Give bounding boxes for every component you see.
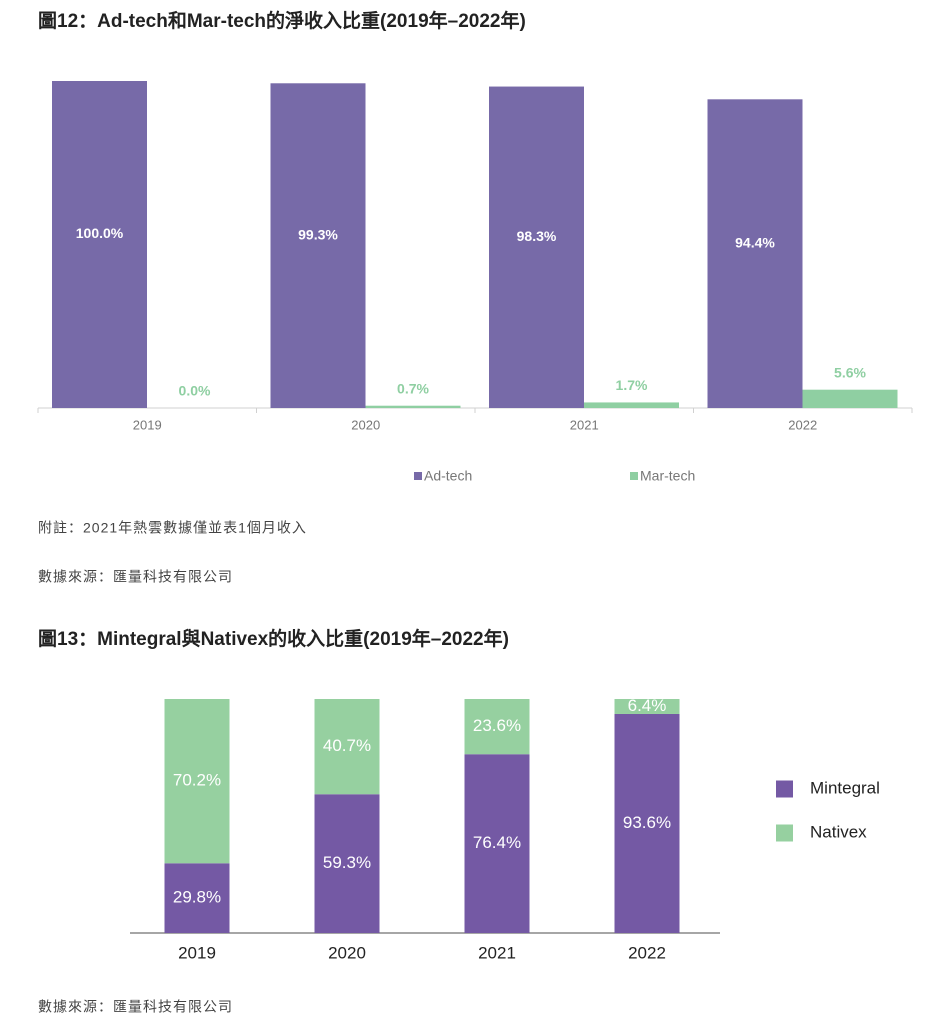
value-label: 1.7%	[616, 377, 648, 393]
x-tick-label: 2019	[133, 417, 162, 432]
legend-label: Nativex	[810, 822, 867, 841]
x-tick-label: 2022	[788, 417, 817, 432]
value-label: 98.3%	[517, 228, 557, 244]
x-tick-label: 2022	[628, 943, 666, 962]
bar-segment	[314, 699, 380, 795]
chart-title: 圖13：Mintegral與Nativex的收入比重(2019年–2022年)	[38, 627, 509, 650]
bar	[707, 99, 803, 408]
value-label: 5.6%	[834, 364, 866, 380]
value-label: 94.4%	[735, 234, 775, 250]
legend-swatch	[630, 472, 638, 480]
bar-segment	[614, 713, 680, 933]
value-label: 29.8%	[173, 888, 221, 907]
bar	[584, 402, 679, 408]
bar	[52, 81, 147, 408]
legend-swatch	[776, 780, 793, 798]
bar-segment	[464, 699, 530, 755]
x-tick-label: 2020	[328, 943, 366, 962]
x-tick-label: 2021	[570, 417, 599, 432]
bar	[489, 86, 584, 409]
bar-segment	[614, 699, 680, 714]
legend-swatch	[414, 472, 422, 480]
legend-swatch	[776, 824, 793, 842]
value-label: 76.4%	[473, 833, 521, 852]
bar-segment	[314, 794, 380, 933]
value-label: 99.3%	[298, 226, 338, 242]
bar-segment	[164, 863, 230, 933]
bar	[270, 83, 366, 408]
source: 數據來源：匯量科技有限公司	[38, 569, 233, 585]
legend-label: Ad-tech	[424, 468, 472, 484]
chart-title: 圖12：Ad-tech和Mar-tech的淨收入比重(2019年–2022年)	[38, 9, 526, 32]
x-tick-label: 2020	[351, 417, 380, 432]
bar	[802, 389, 898, 408]
legend-label: Mar-tech	[640, 468, 695, 484]
value-label: 0.0%	[179, 383, 211, 399]
value-label: 100.0%	[76, 225, 124, 241]
legend-label: Mintegral	[810, 778, 880, 797]
value-label: 40.7%	[323, 736, 371, 755]
bar-segment	[164, 699, 230, 864]
note: 附註：2021年熱雲數據僅並表1個月收入	[38, 520, 307, 536]
value-label: 0.7%	[397, 380, 429, 396]
value-label: 59.3%	[323, 853, 371, 872]
bar	[365, 405, 461, 408]
value-label: 23.6%	[473, 716, 521, 735]
value-label: 6.4%	[628, 696, 667, 715]
x-tick-label: 2021	[478, 943, 516, 962]
value-label: 70.2%	[173, 771, 221, 790]
source: 數據來源：匯量科技有限公司	[38, 999, 233, 1015]
x-tick-label: 2019	[178, 943, 216, 962]
value-label: 93.6%	[623, 813, 671, 832]
bar-segment	[464, 754, 530, 933]
